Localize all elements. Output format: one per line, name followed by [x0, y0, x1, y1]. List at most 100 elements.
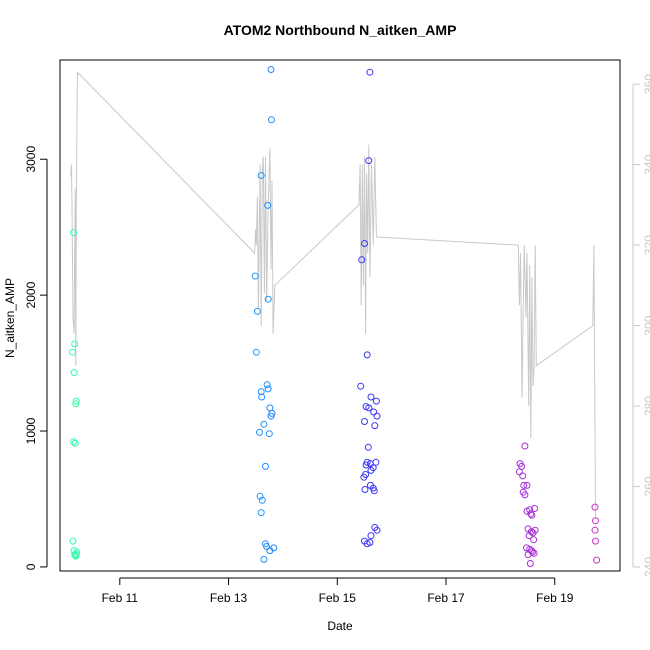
y2-tick-label: 360 — [642, 74, 650, 94]
data-point — [71, 551, 79, 559]
data-point — [361, 486, 369, 493]
data-point — [363, 351, 371, 359]
y2-tick-label: 280 — [642, 396, 650, 416]
data-point — [251, 272, 259, 280]
data-point — [71, 439, 79, 447]
x-axis-label: Date — [327, 619, 353, 633]
x-tick-label: Feb 13 — [210, 591, 248, 605]
data-point — [526, 560, 534, 567]
data-point — [371, 422, 379, 430]
data-point — [365, 157, 373, 165]
data-point — [264, 201, 272, 209]
data-point — [591, 526, 599, 534]
data-point — [257, 388, 265, 396]
bottom-axis: Feb 11 Feb 13 Feb 15 Feb 17 Feb 19 — [102, 577, 574, 605]
series-line — [70, 70, 596, 519]
data-point — [70, 369, 78, 377]
data-point — [373, 526, 381, 534]
data-point — [268, 116, 275, 124]
data-point — [257, 172, 265, 179]
data-point — [260, 420, 268, 428]
data-point — [367, 393, 375, 401]
data-point — [372, 397, 380, 405]
y-tick-label: 3000 — [24, 146, 38, 173]
data-point — [72, 400, 80, 408]
data-point — [527, 528, 535, 536]
data-point — [521, 442, 529, 450]
data-point — [264, 385, 272, 393]
data-point — [71, 340, 79, 348]
data-point — [258, 393, 266, 401]
data-point — [252, 348, 260, 356]
data-point — [367, 532, 375, 540]
data-point — [520, 481, 528, 489]
data-point — [267, 66, 275, 73]
data-point — [260, 555, 268, 563]
right-axis: 240 260 280 300 320 340 360 — [632, 74, 650, 577]
data-point — [372, 458, 380, 466]
data-point — [72, 552, 80, 560]
data-point — [521, 491, 529, 499]
data-point — [527, 510, 535, 518]
data-point — [367, 466, 375, 474]
data-point — [70, 229, 78, 237]
points-layer — [69, 66, 601, 567]
data-point — [593, 556, 601, 564]
data-point — [364, 443, 372, 451]
x-tick-label: Feb 17 — [427, 591, 465, 605]
data-point — [592, 517, 599, 525]
y2-tick-label: 340 — [642, 154, 650, 174]
data-point — [592, 537, 599, 545]
data-point — [531, 505, 539, 512]
data-point — [267, 412, 275, 420]
plot-frame — [59, 59, 621, 572]
data-point — [72, 397, 80, 405]
y2-tick-label: 300 — [642, 315, 650, 335]
data-point — [591, 503, 599, 511]
data-point — [266, 547, 274, 555]
data-point — [519, 472, 527, 480]
data-point — [262, 462, 269, 470]
data-point — [528, 511, 536, 519]
data-point — [366, 68, 374, 76]
data-point — [69, 348, 76, 356]
data-point — [256, 492, 264, 500]
data-point — [357, 382, 365, 390]
data-point — [373, 412, 381, 420]
y-axis-label: N_aitken_AMP — [3, 278, 17, 358]
data-point — [370, 487, 378, 495]
data-point — [530, 536, 538, 544]
y-tick-label: 1000 — [24, 417, 38, 444]
left-axis: 0 1000 2000 3000 — [24, 146, 48, 570]
data-point — [265, 430, 273, 438]
x-tick-label: Feb 15 — [319, 591, 357, 605]
data-point — [525, 532, 533, 540]
data-point — [365, 404, 373, 412]
data-point — [70, 438, 78, 446]
data-point — [256, 428, 263, 436]
y2-tick-label: 240 — [642, 557, 650, 577]
data-point — [358, 256, 366, 264]
data-point — [257, 509, 265, 517]
data-point — [360, 473, 368, 481]
y2-tick-label: 260 — [642, 476, 650, 496]
data-point — [253, 307, 261, 315]
data-point — [363, 540, 371, 548]
data-point — [362, 461, 370, 469]
data-point — [258, 496, 266, 504]
data-point — [263, 381, 271, 389]
x-tick-label: Feb 19 — [536, 591, 574, 605]
data-point — [524, 551, 532, 559]
data-point — [69, 537, 77, 545]
x-tick-label: Feb 11 — [102, 591, 139, 605]
data-point — [361, 418, 368, 425]
y-tick-label: 2000 — [24, 281, 38, 308]
y-tick-label: 0 — [24, 563, 38, 570]
data-point — [361, 240, 368, 247]
grey-line-layer — [70, 70, 596, 519]
data-point — [264, 295, 272, 303]
chart-title: ATOM2 Northbound N_aitken_AMP — [224, 22, 457, 38]
y2-tick-label: 320 — [642, 235, 650, 255]
